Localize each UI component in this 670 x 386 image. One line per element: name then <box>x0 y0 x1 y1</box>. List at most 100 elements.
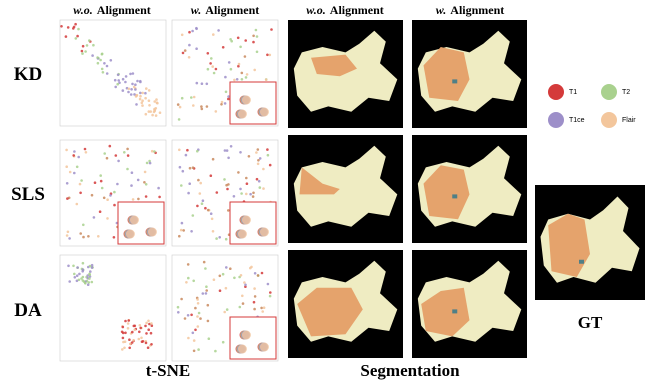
tsne-point <box>191 331 195 335</box>
tsne-point <box>240 78 244 81</box>
cluster <box>129 215 139 225</box>
tsne-point <box>187 276 190 280</box>
tsne-point <box>221 46 225 49</box>
tsne-point <box>155 98 158 101</box>
tsne-point <box>202 260 206 264</box>
tsne-point <box>67 264 70 268</box>
tsne-panel <box>59 254 167 362</box>
tsne-point <box>178 105 182 109</box>
header-label: Alignment <box>450 3 504 17</box>
tsne-point <box>255 151 258 154</box>
seg-core <box>452 79 458 84</box>
seg-edema <box>293 145 398 227</box>
tsne-point <box>66 230 70 234</box>
tsne-point <box>73 272 76 276</box>
tsne-point <box>79 191 82 195</box>
tsne-point <box>114 85 117 89</box>
tsne-point <box>195 81 199 85</box>
tsne-point <box>140 336 143 340</box>
tsne-point <box>195 26 198 30</box>
tsne-point <box>81 261 85 265</box>
tsne-point <box>87 281 91 284</box>
tsne-point <box>139 91 142 95</box>
tsne-point <box>245 176 248 180</box>
tsne-point <box>204 292 208 295</box>
seg-tumor <box>421 287 470 337</box>
tsne-point <box>201 199 205 202</box>
tsne-point <box>74 37 78 40</box>
tsne-point <box>144 112 148 116</box>
tsne-point <box>206 67 210 71</box>
tsne-point <box>260 271 264 275</box>
tsne-point <box>190 313 193 317</box>
tsne-point <box>218 289 222 293</box>
tsne-point <box>130 184 133 187</box>
tsne-point <box>73 276 77 279</box>
tsne-point <box>140 101 144 105</box>
tsne-point <box>252 40 255 44</box>
tsne-point <box>240 71 244 75</box>
seg-tumor <box>299 167 340 195</box>
tsne-point <box>256 274 260 277</box>
tsne-point <box>210 57 213 60</box>
tsne-point <box>148 104 151 107</box>
tsne-point <box>247 155 251 158</box>
tsne-point <box>92 216 96 219</box>
tsne-point <box>130 171 134 174</box>
tsne-point <box>254 28 258 32</box>
tsne-point <box>80 49 84 53</box>
tsne-point <box>66 26 70 29</box>
tsne-point <box>200 107 204 111</box>
tsne-point <box>87 235 90 238</box>
cluster <box>237 109 247 119</box>
tsne-point <box>153 100 156 103</box>
tsne-point <box>96 56 99 59</box>
seg-core <box>452 194 458 199</box>
tsne-point <box>75 202 79 206</box>
tsne-point <box>227 183 230 186</box>
tsne-point <box>136 178 140 182</box>
tsne-point <box>65 165 68 168</box>
tsne-point <box>128 338 131 342</box>
tsne-panel <box>171 139 279 247</box>
tsne-point <box>90 193 94 197</box>
tsne-point <box>123 151 126 154</box>
tsne-point <box>89 270 92 273</box>
tsne-point <box>187 336 190 340</box>
tsne-point <box>188 43 191 47</box>
tsne-point <box>138 330 141 334</box>
tsne-point <box>214 349 217 353</box>
tsne-point <box>241 294 244 298</box>
cluster <box>147 227 157 237</box>
tsne-point <box>117 159 120 163</box>
tsne-point <box>255 35 259 38</box>
legend: T1 T2 T1ce Flair <box>548 84 636 128</box>
tsne-point <box>75 165 79 169</box>
tsne-point <box>116 182 119 186</box>
tsne-point <box>149 110 152 113</box>
tsne-point <box>127 87 131 91</box>
tsne-point <box>197 311 201 315</box>
tsne-point <box>80 277 83 280</box>
tsne-point <box>72 154 75 157</box>
tsne-point <box>195 47 198 50</box>
tsne-point <box>223 310 226 314</box>
tsne-point <box>147 319 150 323</box>
tsne-point <box>229 267 232 271</box>
tsne-point <box>225 266 228 269</box>
tsne-point <box>186 314 190 317</box>
header-prefix: w.o. <box>73 3 93 17</box>
tsne-point <box>178 165 182 169</box>
tsne-point <box>147 328 150 332</box>
tsne-point <box>101 71 105 74</box>
tsne-point <box>217 29 220 32</box>
tsne-point <box>253 287 256 290</box>
tsne-point <box>180 221 184 225</box>
tsne-point <box>191 214 195 217</box>
tsne-point <box>157 186 160 190</box>
tsne-point <box>76 266 79 269</box>
tsne-point <box>250 265 253 269</box>
tsne-point <box>150 322 153 325</box>
section-label: t-SNE <box>146 361 190 380</box>
tsne-panel <box>171 19 279 127</box>
